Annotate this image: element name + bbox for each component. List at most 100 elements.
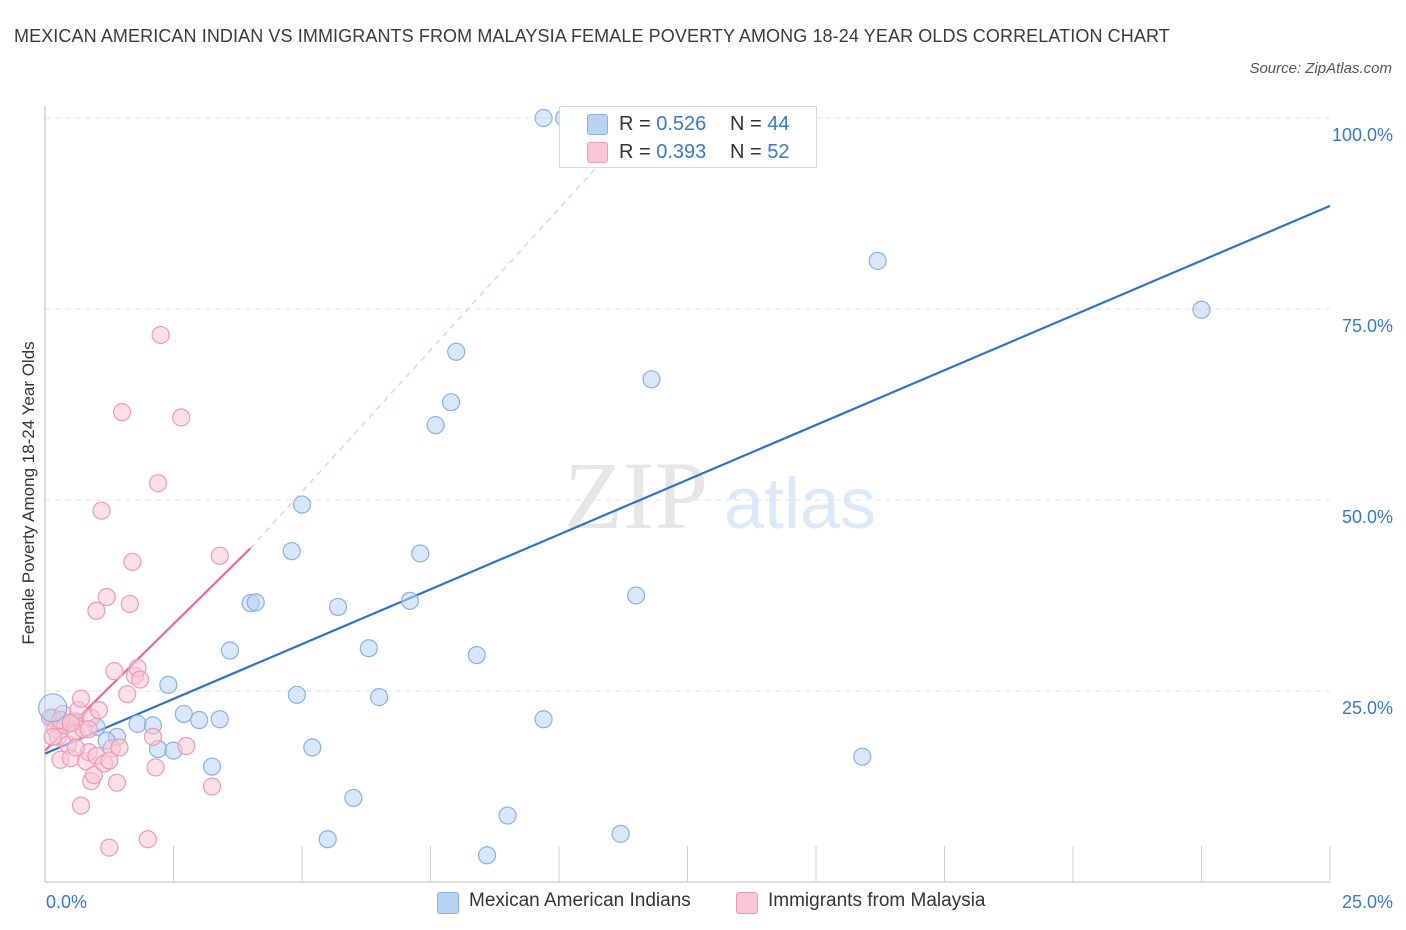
y-tick-label: 25.0%	[1342, 698, 1393, 718]
n-label: N =	[730, 113, 768, 135]
legend-label: Immigrants from Malaysia	[768, 890, 986, 911]
data-point	[159, 675, 178, 694]
data-point	[246, 593, 265, 612]
data-point	[202, 777, 222, 796]
data-point	[100, 751, 119, 770]
trendline-layer	[44, 117, 1331, 755]
data-point	[71, 689, 91, 708]
chart-title: MEXICAN AMERICAN INDIAN VS IMMIGRANTS FR…	[14, 26, 1170, 46]
r-value: 0.393	[656, 141, 707, 163]
data-point	[143, 727, 163, 746]
data-point	[868, 251, 887, 270]
data-point	[148, 474, 168, 493]
data-point	[172, 408, 191, 427]
data-point	[303, 738, 322, 757]
x-tick-label: 0.0%	[46, 892, 87, 912]
data-point	[43, 727, 62, 746]
data-point	[146, 758, 165, 777]
data-point	[292, 495, 312, 514]
legend-swatch-blue	[437, 892, 459, 914]
data-point	[92, 501, 111, 520]
data-point	[328, 597, 348, 617]
data-point	[477, 846, 497, 865]
data-point	[120, 594, 139, 614]
data-point	[151, 325, 170, 345]
legend-label: Mexican American Indians	[469, 890, 691, 911]
data-point	[611, 824, 630, 843]
data-point	[89, 700, 109, 720]
r-label: R =	[619, 141, 657, 163]
data-point	[100, 838, 119, 857]
point-layer	[38, 108, 1211, 865]
data-point	[441, 393, 461, 412]
data-point	[177, 736, 196, 756]
r-value: 0.526	[656, 113, 707, 135]
grid-layer	[45, 117, 1330, 692]
data-point	[282, 542, 301, 561]
tick-label-layer: 25.0% 50.0% 75.0% 100.0% 0.0% 25.0%	[46, 125, 1393, 912]
n-value: 52	[767, 141, 790, 163]
data-point	[123, 552, 142, 571]
watermark: ZIP atlas	[564, 442, 876, 549]
watermark-zip: ZIP	[564, 442, 708, 549]
data-point	[87, 601, 106, 620]
data-point	[467, 645, 486, 665]
data-point	[174, 704, 193, 724]
data-point	[202, 757, 222, 776]
data-point	[107, 773, 127, 792]
legend-item-mexican[interactable]: Mexican American Indians	[437, 890, 717, 914]
data-point	[112, 403, 132, 422]
data-point	[220, 641, 240, 660]
data-point	[210, 710, 229, 729]
data-point	[359, 639, 378, 658]
source-credit: Source: ZipAtlas.com	[1249, 60, 1392, 77]
data-point	[38, 693, 68, 723]
legend-row-mexican: R = 0.526 N = 44	[560, 110, 816, 138]
data-point	[447, 342, 466, 361]
n-label: N =	[730, 141, 768, 163]
data-point	[411, 544, 430, 563]
data-point	[110, 738, 129, 757]
data-point	[318, 830, 337, 849]
data-point	[400, 591, 420, 610]
data-point	[71, 796, 91, 815]
trendline	[250, 117, 642, 549]
data-point	[1192, 300, 1211, 319]
trendline	[44, 204, 1331, 755]
data-point	[66, 738, 85, 757]
legend-swatch-blue	[587, 114, 608, 135]
watermark-atlas: atlas	[724, 464, 876, 544]
axis-layer	[44, 106, 1331, 883]
x-tick-label: 25.0%	[1342, 892, 1393, 912]
data-point	[287, 685, 306, 704]
legend-swatch-pink	[587, 142, 608, 163]
data-point	[626, 586, 646, 605]
data-point	[344, 788, 363, 808]
data-point	[642, 370, 661, 389]
data-point	[534, 108, 553, 128]
data-point	[426, 416, 445, 435]
data-point	[210, 546, 229, 565]
legend-item-malaysia[interactable]: Immigrants from Malaysia	[736, 890, 1016, 914]
data-point	[534, 710, 553, 729]
y-tick-label: 50.0%	[1342, 507, 1393, 527]
data-point	[853, 747, 872, 766]
data-point	[97, 587, 116, 607]
legend-swatch-pink	[736, 892, 758, 914]
data-point	[498, 806, 517, 825]
legend-row-malaysia: R = 0.393 N = 52	[560, 138, 816, 166]
data-point	[138, 830, 157, 849]
data-point	[128, 714, 147, 733]
y-axis-label: Female Poverty Among 18-24 Year Olds	[19, 341, 38, 644]
correlation-legend: R = 0.526 N = 44 R = 0.393 N = 52	[559, 106, 817, 168]
data-point	[79, 720, 98, 739]
y-tick-label: 100.0%	[1332, 125, 1393, 145]
data-point	[105, 662, 124, 681]
data-point	[84, 765, 103, 785]
data-point	[61, 713, 80, 733]
data-point	[370, 688, 389, 707]
data-point	[130, 670, 150, 689]
n-value: 44	[767, 113, 790, 135]
y-tick-label: 75.0%	[1342, 316, 1393, 336]
